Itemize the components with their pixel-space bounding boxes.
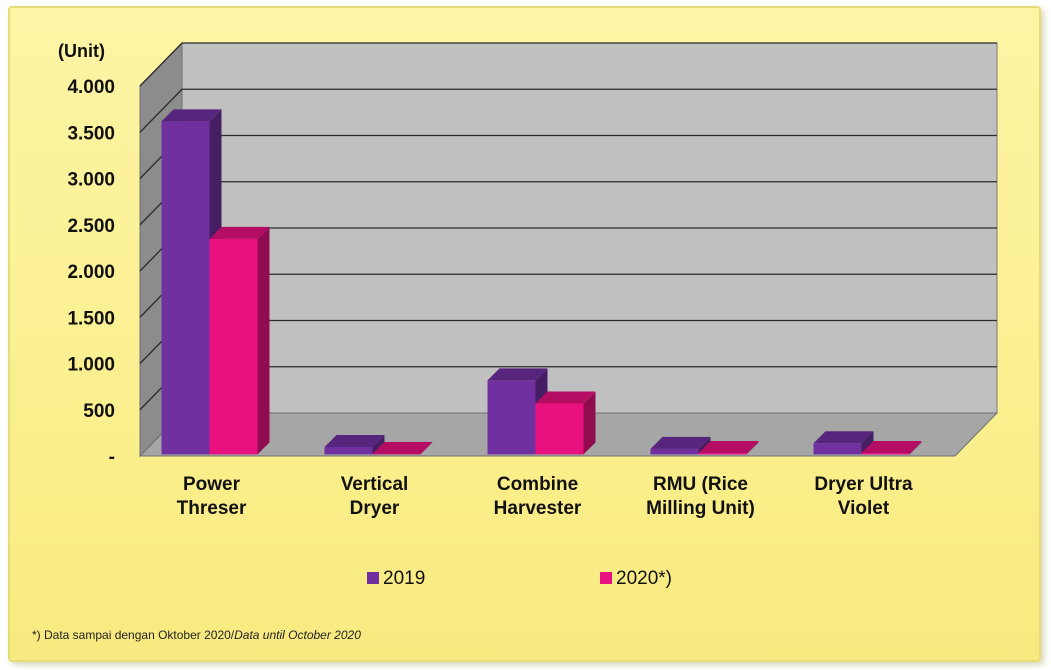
bar-top	[650, 436, 711, 449]
bar-front	[161, 121, 210, 455]
bar-side	[372, 435, 385, 455]
bar-top	[698, 441, 759, 454]
x-tick-label-line: Harvester	[494, 498, 582, 519]
y-tick-label: 3.000	[67, 170, 115, 191]
x-tick-label: Vertical Dryer	[341, 474, 409, 519]
x-tick-label: Combine Harvester	[494, 474, 582, 519]
gridline	[139, 42, 997, 87]
bar-top	[324, 435, 385, 447]
x-tick-label-line: Violet	[838, 498, 890, 519]
y-tick-label: 2.500	[67, 216, 115, 237]
bar-2020-cat-1	[372, 441, 433, 455]
bar-2019-cat-2	[487, 368, 548, 455]
bar-2020-cat-2	[535, 391, 596, 455]
y-tick-label: 3.500	[67, 123, 115, 144]
x-tick-label: Power Threser	[177, 474, 247, 519]
bar-top	[861, 441, 922, 454]
bar-top	[813, 431, 874, 444]
bar-front	[813, 443, 862, 455]
footnote-italic: Data until October 2020	[234, 628, 361, 642]
bar-front	[650, 448, 699, 455]
legend-swatch	[600, 572, 612, 584]
bar-side	[909, 441, 922, 455]
x-tick-label-line: Vertical	[341, 474, 409, 495]
x-tick-label-line: RMU (Rice	[653, 474, 748, 495]
y-tick-label: 500	[83, 401, 115, 422]
legend-label: 2020*)	[616, 568, 672, 589]
gridline	[139, 88, 997, 133]
bar-top	[535, 391, 596, 404]
bar-2019-cat-4	[813, 431, 874, 455]
bar-front	[698, 453, 747, 455]
x-tick-label-line: Dryer Ultra	[814, 474, 913, 495]
bar-front	[861, 453, 910, 455]
bar-front	[535, 403, 584, 455]
y-tick-label: 1.000	[67, 355, 115, 376]
bar-side	[257, 226, 270, 455]
bar-top	[372, 441, 433, 454]
bar-front	[324, 447, 373, 455]
x-tick-label-line: Dryer	[350, 498, 400, 519]
footnote-prefix: *) Data sampai dengan Oktober 2020/	[32, 628, 235, 642]
bar-top	[209, 226, 270, 239]
bar-2019-cat-1	[324, 435, 385, 455]
y-axis-ticks: - 500 1.000 1.500 2.000 2.500 3.000 3.500 4.000	[67, 77, 115, 468]
x-axis-labels: Power Threser Vertical Dryer Combine Harveste…	[177, 474, 913, 519]
bar-2020-cat-3	[698, 441, 759, 455]
y-tick-label: 1.500	[67, 308, 115, 329]
bar-front	[487, 380, 536, 455]
bar-top	[487, 368, 548, 381]
x-tick-label-line: Threser	[177, 498, 247, 519]
y-axis-unit-label: (Unit)	[58, 41, 105, 61]
bar-side	[746, 441, 759, 455]
bar-2020-cat-4	[861, 441, 922, 455]
bars	[161, 109, 922, 455]
footnote: *) Data sampai dengan Oktober 2020/Data …	[32, 628, 361, 642]
bar-2020-cat-0	[209, 226, 270, 455]
x-tick-label-line: Combine	[497, 474, 578, 495]
bar-front	[209, 238, 258, 455]
y-tick-label: 2.000	[67, 262, 115, 283]
x-tick-label-line: Power	[183, 474, 241, 495]
legend-label: 2019	[383, 568, 425, 589]
legend: 2019 2020*)	[367, 568, 672, 589]
bar-side	[583, 391, 596, 455]
x-tick-label: RMU (Rice Milling Unit)	[646, 474, 755, 519]
y-tick-label: -	[109, 447, 115, 468]
x-tick-label-line: Milling Unit)	[646, 498, 755, 519]
y-tick-label: 4.000	[67, 77, 115, 98]
legend-swatch	[367, 572, 379, 584]
bar-side	[861, 431, 874, 455]
bar-top	[161, 109, 222, 122]
x-tick-label: Dryer Ultra Violet	[814, 474, 913, 519]
bar-side	[420, 441, 433, 455]
